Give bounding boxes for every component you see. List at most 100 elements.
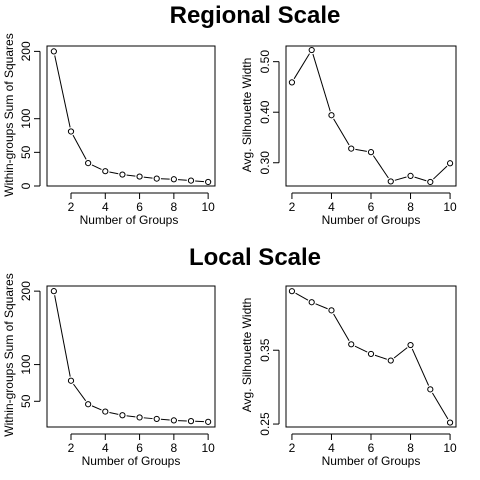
series-segment xyxy=(91,405,102,411)
x-tick-label: 6 xyxy=(368,441,375,455)
data-point xyxy=(67,377,75,384)
series-segment xyxy=(372,155,389,179)
x-tick-label: 2 xyxy=(289,441,296,455)
series-segment xyxy=(315,303,328,310)
plot-frame xyxy=(46,45,216,187)
data-point xyxy=(205,418,212,425)
data-point xyxy=(136,414,143,421)
y-tick-label: 0.40 xyxy=(258,100,272,124)
x-tick-label: 2 xyxy=(68,441,75,455)
x-tick-label: 2 xyxy=(289,200,296,214)
data-point xyxy=(387,357,394,364)
panel-regional-silhouette: 2 4 6 8 10 0.30 0.40 0.50 Number of Groups Avg.… xyxy=(240,45,457,227)
data-point xyxy=(170,176,177,183)
data-point xyxy=(119,412,126,419)
data-point xyxy=(308,46,315,54)
y-tick-label: 200 xyxy=(19,41,33,61)
series-segment xyxy=(73,383,87,402)
series-segment xyxy=(393,347,408,359)
data-point xyxy=(446,160,454,167)
series-segment xyxy=(312,53,331,112)
plot-frame xyxy=(46,285,216,428)
data-point xyxy=(153,415,160,423)
data-point xyxy=(187,418,195,425)
data-point xyxy=(367,350,375,358)
x-tick-label: 8 xyxy=(407,441,414,455)
y-tick-label: 0.30 xyxy=(258,151,272,175)
data-point xyxy=(328,112,335,119)
series-segment xyxy=(54,295,71,377)
series-segment xyxy=(54,55,71,128)
series-segment xyxy=(126,174,136,177)
panel-local-silhouette: 2 4 6 8 10 0.25 0.35 Number of Groups Avg. Sil… xyxy=(240,285,457,468)
series-segment xyxy=(91,164,102,170)
y-tick-label: 50 xyxy=(19,145,33,159)
series-segment xyxy=(414,176,427,182)
data-point xyxy=(85,401,92,408)
x-tick-label: 4 xyxy=(102,200,109,214)
x-tick-label: 8 xyxy=(407,200,414,214)
data-point xyxy=(102,408,109,415)
y-tick-label: 0.35 xyxy=(258,338,272,362)
x-tick-label: 4 xyxy=(328,441,335,455)
data-point xyxy=(50,288,57,295)
y-tick-label: 0.50 xyxy=(258,50,272,74)
x-tick-label: 4 xyxy=(328,200,335,214)
x-tick-label: 10 xyxy=(443,200,457,214)
series-segment xyxy=(195,180,204,183)
series-segment xyxy=(143,417,153,420)
y-tick-label: 200 xyxy=(19,281,33,301)
series-segment xyxy=(394,176,407,181)
y-tick-label: 50 xyxy=(19,394,33,408)
x-tick-label: 2 xyxy=(68,200,75,214)
series-segment xyxy=(333,118,350,146)
series-segment xyxy=(432,392,449,420)
x-tick-label: 10 xyxy=(201,441,215,455)
series-segment xyxy=(293,53,310,80)
data-point xyxy=(328,307,335,314)
data-point xyxy=(446,419,454,426)
data-point xyxy=(288,79,296,86)
y-axis-title: Avg. Silhouette Width xyxy=(240,58,254,173)
plot-area: 2 4 6 8 10 0.25 0.35 xyxy=(258,285,457,455)
data-point xyxy=(348,145,355,152)
series-segment xyxy=(109,171,119,175)
data-point xyxy=(102,168,109,175)
data-point xyxy=(67,128,75,135)
data-point xyxy=(288,288,296,295)
plot-frame xyxy=(285,285,457,428)
plot-frame xyxy=(285,45,457,187)
x-tick-label: 6 xyxy=(136,200,143,214)
data-point xyxy=(187,177,195,184)
plot-area: 2 4 6 8 10 0.30 0.40 0.50 xyxy=(258,45,457,214)
x-axis-title: Number of Groups xyxy=(80,213,179,227)
x-tick-label: 8 xyxy=(171,441,178,455)
data-point xyxy=(119,171,126,178)
data-point xyxy=(427,386,434,393)
series-segment xyxy=(333,313,350,341)
y-tick-label: 0.25 xyxy=(258,412,272,436)
x-tick-label: 10 xyxy=(443,441,457,455)
x-tick-label: 10 xyxy=(201,200,215,214)
series-segment xyxy=(126,415,136,418)
series-segment xyxy=(433,165,448,180)
series-segment xyxy=(178,179,187,181)
data-point xyxy=(153,175,160,182)
series-segment xyxy=(374,354,387,360)
x-tick-label: 6 xyxy=(368,200,375,214)
data-point xyxy=(170,417,177,424)
local-scale-title: Local Scale xyxy=(189,244,321,271)
data-point xyxy=(407,341,414,349)
data-point xyxy=(367,149,375,156)
y-tick-label: 0 xyxy=(19,182,33,189)
x-axis-title: Number of Groups xyxy=(322,454,421,468)
x-tick-label: 8 xyxy=(171,200,178,214)
data-point xyxy=(50,48,57,55)
data-point xyxy=(205,178,212,186)
series-segment xyxy=(72,134,87,160)
data-point xyxy=(136,173,143,180)
data-point xyxy=(85,160,92,167)
